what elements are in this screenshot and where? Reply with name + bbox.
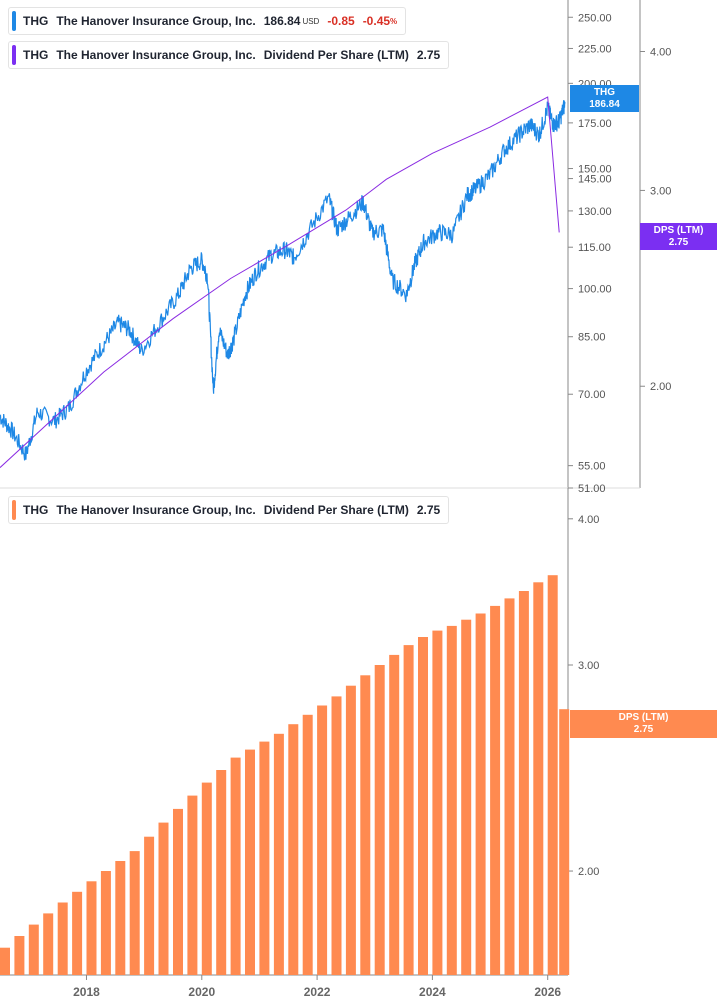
dps-tick-label: 3.00 bbox=[650, 185, 671, 197]
dps-bar bbox=[216, 770, 227, 975]
dps-bar bbox=[374, 665, 385, 975]
x-tick-label: 2026 bbox=[534, 985, 561, 999]
dps-bar bbox=[86, 881, 97, 975]
price-tag: THG 186.84 bbox=[570, 85, 639, 112]
price-swatch bbox=[12, 11, 16, 31]
price-tag-label: THG bbox=[593, 86, 616, 98]
dps-bar bbox=[28, 924, 39, 975]
dps-bar bbox=[547, 575, 558, 975]
dps-bar bbox=[43, 913, 54, 975]
dps-bar bbox=[273, 733, 284, 975]
legend-price: 186.84 bbox=[263, 14, 301, 28]
legend-company: The Hanover Insurance Group, Inc. bbox=[56, 503, 256, 517]
dps-bar bbox=[144, 836, 155, 975]
bar-tick-label: 2.00 bbox=[578, 866, 599, 878]
dps-bar bbox=[360, 675, 371, 975]
dps-bar bbox=[230, 757, 241, 975]
dps-bar bbox=[245, 749, 255, 975]
dps-bar bbox=[504, 598, 515, 975]
dps-bar bbox=[446, 625, 457, 975]
x-tick-label: 2018 bbox=[73, 985, 100, 999]
price-tick-label: 51.00 bbox=[578, 483, 606, 495]
x-tick-label: 2024 bbox=[419, 985, 446, 999]
legend-change: -0.85 bbox=[327, 14, 355, 28]
dps-bar bbox=[100, 871, 111, 975]
dps-bar bbox=[187, 795, 198, 975]
legend-pct-sign: % bbox=[390, 16, 398, 26]
dps-bar bbox=[418, 637, 428, 975]
dps-line bbox=[0, 96, 560, 468]
price-panel: 250.00225.00200.00175.00150.00145.00130.… bbox=[0, 0, 671, 495]
bar-tick-label: 3.00 bbox=[578, 660, 599, 672]
legend-change-pct: -0.45 bbox=[362, 14, 391, 28]
dps-bar bbox=[317, 705, 328, 975]
legend-currency: USD bbox=[302, 16, 320, 26]
dps-bar bbox=[389, 654, 400, 975]
dps-bar-panel: 4.00 3.00 2.00 2018 2020 2022 2024 2026 bbox=[0, 488, 599, 999]
x-tick-label: 2020 bbox=[188, 985, 215, 999]
price-legend[interactable]: THG The Hanover Insurance Group, Inc. 18… bbox=[8, 7, 407, 35]
dps-bar bbox=[288, 724, 299, 975]
price-tick-label: 70.00 bbox=[578, 389, 606, 401]
price-tick-label: 55.00 bbox=[578, 461, 606, 473]
dps-bar bbox=[72, 891, 83, 975]
dps-bar bbox=[0, 947, 10, 975]
x-tick-label: 2022 bbox=[304, 985, 331, 999]
dps-bar-swatch bbox=[12, 500, 16, 520]
price-tick-label: 115.00 bbox=[578, 242, 611, 254]
dps-tag-value: 2.75 bbox=[668, 236, 689, 248]
dps-bar bbox=[432, 630, 443, 975]
dps-bar bbox=[115, 861, 126, 975]
dps-bar bbox=[201, 782, 212, 975]
legend-value: 2.75 bbox=[416, 503, 441, 517]
dps-tag-value: 2.75 bbox=[633, 724, 654, 735]
price-tick-label: 175.00 bbox=[578, 118, 612, 130]
price-tick-label: 225.00 bbox=[578, 43, 612, 55]
dps-tag-label: DPS (LTM) bbox=[653, 224, 704, 236]
dps-tick-label: 4.00 bbox=[650, 46, 671, 58]
dps-legend-top[interactable]: THG The Hanover Insurance Group, Inc. Di… bbox=[8, 41, 450, 69]
legend-company: The Hanover Insurance Group, Inc. bbox=[56, 48, 256, 62]
dps-bar bbox=[302, 714, 313, 975]
dps-bar bbox=[559, 709, 570, 975]
dps-bar bbox=[475, 613, 486, 975]
dps-bar bbox=[461, 619, 472, 975]
dps-bar bbox=[518, 591, 529, 975]
legend-value: 2.75 bbox=[416, 48, 441, 62]
legend-metric: Dividend Per Share (LTM) bbox=[263, 503, 409, 517]
dps-bar bbox=[403, 645, 414, 975]
dps-bar bbox=[14, 936, 25, 975]
dps-bar bbox=[173, 808, 183, 975]
dps-tag-bottom: DPS (LTM) 2.75 bbox=[570, 710, 717, 738]
dps-swatch bbox=[12, 45, 16, 65]
dps-bar bbox=[259, 741, 270, 975]
price-tag-value: 186.84 bbox=[589, 98, 620, 110]
dps-tag-top: DPS (LTM) 2.75 bbox=[640, 223, 717, 250]
dps-bar bbox=[490, 605, 501, 975]
dps-bar bbox=[345, 685, 356, 975]
legend-metric: Dividend Per Share (LTM) bbox=[263, 48, 409, 62]
legend-company: The Hanover Insurance Group, Inc. bbox=[56, 14, 256, 28]
price-line bbox=[0, 100, 566, 461]
dps-bar bbox=[533, 582, 544, 975]
price-tick-label: 145.00 bbox=[578, 174, 612, 186]
legend-ticker: THG bbox=[23, 48, 49, 62]
price-tick-label: 150.00 bbox=[578, 164, 612, 176]
bar-tick-label: 4.00 bbox=[578, 514, 599, 526]
dps-bar bbox=[331, 696, 342, 975]
dps-bar bbox=[57, 902, 68, 975]
dps-legend-bottom[interactable]: THG The Hanover Insurance Group, Inc. Di… bbox=[8, 496, 450, 524]
legend-ticker: THG bbox=[23, 14, 49, 28]
price-tick-label: 85.00 bbox=[578, 332, 606, 344]
dps-tag-label: DPS (LTM) bbox=[618, 712, 669, 723]
dps-tick-label: 2.00 bbox=[650, 381, 671, 393]
dps-bar bbox=[158, 822, 169, 975]
dps-bar bbox=[129, 851, 140, 975]
price-tick-label: 130.00 bbox=[578, 206, 612, 218]
price-tick-label: 100.00 bbox=[578, 284, 612, 296]
legend-ticker: THG bbox=[23, 503, 49, 517]
price-tick-label: 250.00 bbox=[578, 12, 612, 24]
